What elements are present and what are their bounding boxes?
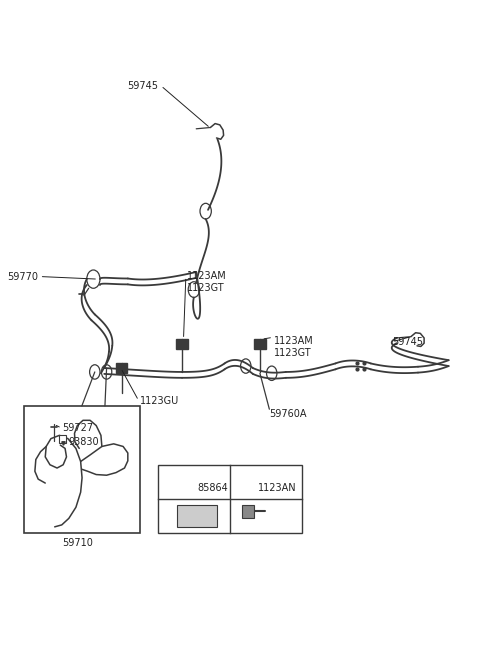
Bar — [254, 339, 265, 349]
Bar — [177, 339, 188, 349]
Bar — [177, 505, 217, 527]
Text: 85864: 85864 — [197, 483, 228, 493]
Bar — [242, 504, 254, 517]
Text: 1123GU: 1123GU — [140, 396, 179, 405]
Text: 59727: 59727 — [62, 423, 93, 433]
Text: 59745: 59745 — [128, 81, 158, 90]
Bar — [59, 435, 67, 443]
Text: 59760A: 59760A — [269, 409, 307, 419]
Bar — [116, 363, 127, 373]
Bar — [24, 406, 140, 533]
Text: 1123AM
1123GT: 1123AM 1123GT — [274, 336, 314, 358]
Bar — [158, 465, 302, 533]
Text: 1123AN: 1123AN — [258, 483, 297, 493]
Text: 1123AM
1123GT: 1123AM 1123GT — [187, 271, 227, 293]
Text: 59745: 59745 — [392, 337, 423, 347]
Text: 59770: 59770 — [7, 272, 38, 282]
Text: 93830: 93830 — [69, 437, 99, 447]
Text: 59710: 59710 — [62, 538, 93, 548]
